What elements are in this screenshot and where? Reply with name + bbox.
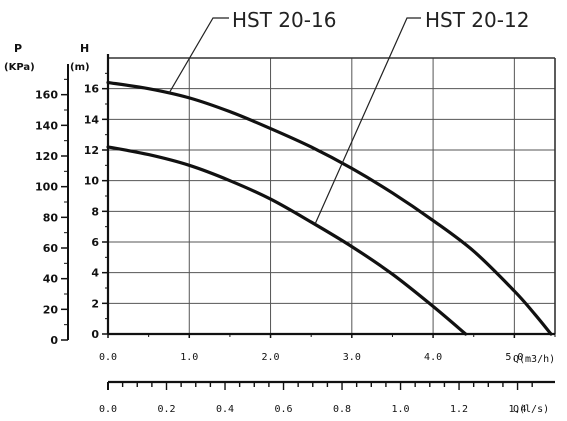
grid [108, 57, 556, 334]
secondary-x-tick-label-0.6: 0.6 [274, 404, 292, 415]
leader-line-hst-20-12 [314, 17, 421, 224]
h-tick-label-6: 6 [91, 236, 99, 249]
p-tick-label-60: 60 [43, 242, 59, 255]
p-tick-label-140: 140 [35, 119, 58, 132]
h-tick-label-0: 0 [91, 328, 99, 341]
x-axis-title: Q(m3/h) [513, 354, 555, 365]
p-axis-unit: (KPa) [4, 62, 35, 73]
secondary-x-tick-label-0.4: 0.4 [216, 404, 234, 415]
p-tick-label-0: 0 [50, 334, 58, 347]
h-tick-label-2: 2 [91, 297, 99, 310]
p-tick-label-80: 80 [43, 211, 59, 224]
p-tick-label-160: 160 [35, 89, 58, 102]
h-tick-label-12: 12 [84, 144, 99, 157]
x-tick-label-4.0: 4.0 [424, 352, 442, 363]
p-axis-title: P [14, 42, 22, 55]
series-lines [106, 80, 553, 336]
h-axis-unit: (m) [70, 62, 90, 73]
series-line-hst-20-12 [106, 145, 468, 336]
x-tick-label-3.0: 3.0 [343, 352, 361, 363]
secondary-x-tick-label-1.2: 1.2 [450, 404, 468, 415]
x-tick-label-0.0: 0.0 [99, 352, 117, 363]
h-tick-label-14: 14 [84, 113, 100, 126]
secondary-x-tick-label-0.0: 0.0 [99, 404, 117, 415]
x-tick-label-2.0: 2.0 [262, 352, 280, 363]
secondary-x-axis-title: Q(l/s) [513, 404, 549, 415]
x-tick-label-1.0: 1.0 [180, 352, 198, 363]
secondary-x-tick-label-0.2: 0.2 [157, 404, 175, 415]
h-tick-label-16: 16 [84, 83, 100, 96]
leader-line-hst-20-16 [168, 17, 229, 94]
series-line-hst-20-16 [106, 80, 553, 336]
h-axis-title: H [80, 42, 89, 55]
secondary-x-tick-label-0.8: 0.8 [333, 404, 351, 415]
p-tick-label-120: 120 [35, 150, 58, 163]
h-tick-label-10: 10 [84, 175, 100, 188]
secondary-x-tick-label-1.4: 1.4 [509, 404, 527, 415]
h-tick-label-4: 4 [91, 267, 99, 280]
series-label-hst-20-12: HST 20-12 [425, 8, 529, 32]
p-tick-label-20: 20 [43, 303, 59, 316]
p-tick-label-40: 40 [43, 273, 59, 286]
secondary-x-tick-label-1.0: 1.0 [392, 404, 410, 415]
label-leaders [168, 17, 421, 224]
p-tick-label-100: 100 [35, 181, 58, 194]
h-tick-label-8: 8 [91, 205, 99, 218]
axes [61, 54, 556, 390]
x-tick-label-5.0: 5.0 [505, 352, 523, 363]
series-label-hst-20-16: HST 20-16 [232, 8, 336, 32]
